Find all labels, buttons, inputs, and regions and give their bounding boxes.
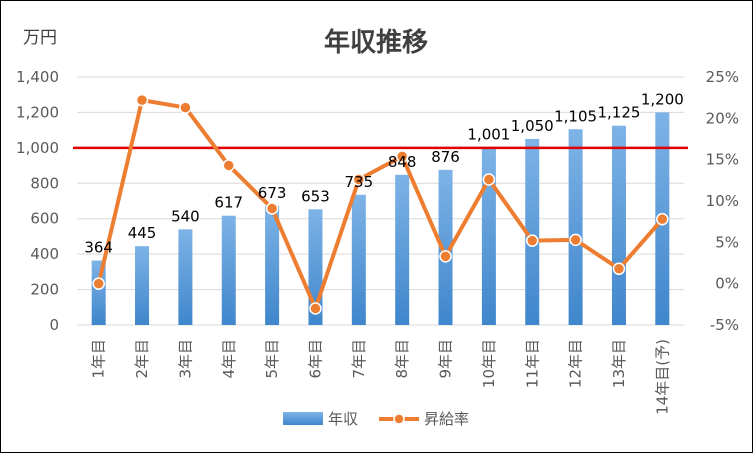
bar-data-label: 1,001 [467,126,510,144]
bar [178,229,193,325]
line-point [92,277,105,290]
bar-data-label: 1,105 [554,107,597,125]
line-point [439,250,452,263]
y-right-tick-label: 0% [715,275,739,293]
x-tick-label: 3年目 [176,339,194,379]
x-tick-label: 12年目 [567,339,585,388]
bar [568,129,583,325]
y-left-tick-label: 600 [30,210,59,228]
bar-data-label: 1,125 [597,104,640,122]
y-axis-unit-label: 万円 [23,28,57,48]
bar-data-label: 673 [258,184,287,202]
legend-label-line: 昇給率 [424,410,469,428]
series-line [96,98,664,311]
x-tick-label: 13年目 [610,339,628,388]
y-right-tick-label: 25% [706,68,739,86]
y-right-tick-label: 20% [706,109,739,127]
legend-label-bar: 年収 [328,410,358,428]
line-point [612,262,626,276]
x-tick-label: 7年目 [350,339,368,379]
x-tick-label: 4年目 [220,339,238,379]
line-point [309,302,322,315]
bar-data-label: 445 [128,224,157,242]
x-axis: 1年目 2年目 3年目 4年目 5年目 6年目 7年目 8年目 9年目 10年目 11年目 12年目 1… [90,339,672,415]
y-left-tick-label: 400 [30,245,59,263]
bar [395,174,410,325]
y-left-tick-label: 800 [30,174,59,192]
y-left-tick-label: 1,400 [16,68,59,86]
bar-data-label: 364 [84,239,113,257]
x-tick-label: 14年目(予) [653,339,671,415]
bar-data-label: 848 [388,153,417,171]
chart-title: 年収推移 [324,27,428,58]
line-point [135,93,149,107]
y-axis-right: -5% 0% 5% 10% 15% 20% 25% [706,68,739,334]
bar [611,125,626,325]
line-point [526,234,539,247]
y-right-tick-label: -5% [710,316,739,334]
bar-data-label: 1,050 [511,117,554,135]
legend: 年収 昇給率 [283,410,469,428]
y-left-tick-label: 200 [30,281,59,299]
x-tick-label: 2年目 [133,339,151,379]
legend-swatch-marker [393,413,405,425]
x-tick-label: 8年目 [393,339,411,379]
x-tick-label: 11年目 [523,339,541,388]
line-series-shokyuritsu [92,93,669,315]
bar [351,194,366,325]
x-tick-label: 5年目 [263,339,281,379]
bar-data-label: 1,200 [641,90,684,108]
y-left-tick-label: 1,200 [16,103,59,121]
bar-data-label: 876 [431,148,460,166]
bar [135,246,150,325]
y-right-tick-label: 5% [715,233,739,251]
line-point [352,173,366,186]
bar [481,147,496,325]
line-point [656,212,669,226]
y-right-tick-label: 10% [706,192,739,210]
y-left-tick-label: 0 [49,316,59,334]
y-axis-left: 0 200 400 600 800 1,000 1,200 1,400 [16,68,59,334]
line-point [395,150,409,163]
line-point [179,101,192,114]
bar [438,169,453,325]
bar [265,205,280,325]
line-point [482,173,496,186]
x-tick-label: 1年目 [90,339,108,379]
y-left-tick-label: 1,000 [16,139,59,157]
line-point [265,202,279,215]
line-point [569,233,582,247]
bar [221,215,236,325]
line-point [222,159,235,172]
x-tick-label: 10年目 [480,339,498,388]
x-tick-label: 9年目 [437,339,455,379]
x-tick-label: 6年目 [306,339,324,379]
bar-data-label: 617 [214,194,243,212]
bar-data-label: 540 [171,207,200,225]
bar-data-label: 735 [345,173,374,191]
bar-data-label: 653 [301,187,330,205]
bar [525,139,540,325]
y-right-tick-label: 15% [706,151,739,169]
legend-swatch-bar [283,412,323,425]
